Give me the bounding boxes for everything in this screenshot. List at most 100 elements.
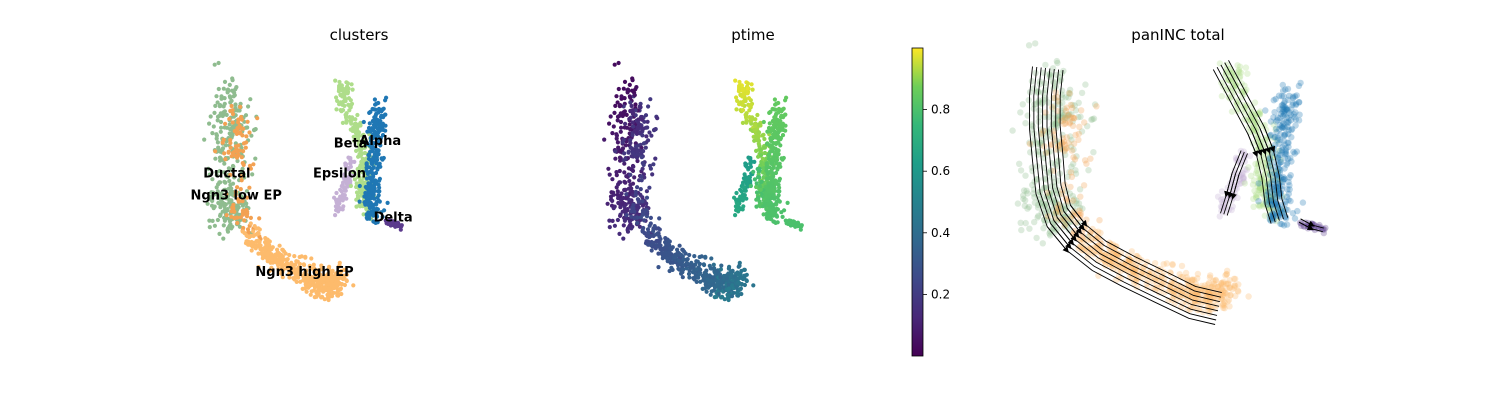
velocity-point xyxy=(1034,201,1042,209)
ptime-point xyxy=(614,136,619,141)
ptime-point xyxy=(648,97,653,102)
velocity-point xyxy=(1269,186,1277,193)
velocity-point xyxy=(1297,79,1304,87)
ptime-point xyxy=(748,183,754,189)
ptime-point xyxy=(757,199,762,204)
ptime-point xyxy=(783,112,788,117)
velocity-point xyxy=(1214,193,1222,200)
cluster-point xyxy=(319,263,324,268)
velocity-point xyxy=(1067,101,1075,109)
ptime-point xyxy=(740,87,745,92)
velocity-point xyxy=(1281,111,1288,118)
cluster-point xyxy=(342,193,347,198)
velocity-point xyxy=(1097,243,1104,250)
stream-arrow xyxy=(1056,217,1077,242)
velocity-point xyxy=(1078,128,1086,135)
velocity-point xyxy=(1101,251,1109,259)
velocity-point xyxy=(1133,278,1140,285)
velocity-point xyxy=(1194,307,1201,314)
ptime-point xyxy=(785,200,790,205)
cluster-point xyxy=(380,133,386,138)
cluster-point xyxy=(227,116,232,122)
velocity-point xyxy=(1046,73,1053,81)
ptime-point xyxy=(618,111,623,116)
velocity-point xyxy=(1046,208,1053,215)
cluster-point xyxy=(343,175,348,180)
ptime-point xyxy=(644,207,649,213)
ptime-point xyxy=(740,94,745,99)
cluster-point xyxy=(379,107,384,112)
ptime-point xyxy=(757,183,762,189)
velocity-point xyxy=(1236,69,1243,76)
velocity-point xyxy=(1283,145,1290,152)
cluster-point xyxy=(372,134,377,140)
ptime-point xyxy=(606,166,611,171)
cluster-point xyxy=(284,266,289,271)
velocity-point xyxy=(1256,111,1263,118)
velocity-point xyxy=(1241,103,1249,111)
velocity-point xyxy=(1270,191,1277,198)
velocity-point xyxy=(1282,149,1289,156)
ptime-point xyxy=(614,94,619,99)
cluster-point xyxy=(339,282,344,287)
ptime-point xyxy=(771,213,776,218)
velocity-point xyxy=(1280,174,1287,181)
cluster-point xyxy=(361,175,366,180)
velocity-point xyxy=(1053,208,1061,215)
velocity-point xyxy=(1284,119,1292,127)
velocity-point xyxy=(1110,249,1117,256)
stream-arrow xyxy=(1247,133,1259,158)
ptime-point xyxy=(753,123,758,128)
cluster-point xyxy=(238,192,243,197)
velocity-point xyxy=(1221,302,1228,309)
velocity-point xyxy=(1256,203,1263,210)
cluster-point xyxy=(222,170,227,175)
velocity-point xyxy=(1276,122,1284,129)
cluster-point xyxy=(314,294,319,299)
ptime-point xyxy=(632,216,637,221)
velocity-point xyxy=(1188,289,1196,297)
velocity-point xyxy=(1206,309,1213,317)
velocity-point xyxy=(1050,219,1058,226)
cluster-point xyxy=(224,174,229,179)
velocity-point xyxy=(1088,116,1095,123)
ptime-point xyxy=(702,271,707,276)
cluster-point xyxy=(360,156,365,161)
velocity-point xyxy=(1059,113,1066,120)
ptime-point xyxy=(627,82,632,87)
cluster-point xyxy=(369,145,374,150)
velocity-point xyxy=(1243,166,1251,174)
velocity-point xyxy=(1047,70,1054,77)
velocity-point xyxy=(1053,115,1060,122)
ptime-point xyxy=(638,104,643,109)
velocity-point xyxy=(1031,101,1038,108)
velocity-point xyxy=(1036,113,1043,121)
velocity-point xyxy=(1279,146,1286,154)
ptime-point xyxy=(741,196,746,201)
velocity-point xyxy=(1057,216,1064,224)
cluster-point xyxy=(304,289,309,294)
cluster-point xyxy=(333,213,338,218)
velocity-point xyxy=(1069,101,1076,109)
velocity-point xyxy=(1280,222,1288,229)
cluster-point xyxy=(340,94,345,99)
ptime-point xyxy=(629,214,634,219)
velocity-point xyxy=(1054,157,1062,164)
velocity-point xyxy=(1053,226,1061,233)
velocity-point xyxy=(1075,200,1083,207)
ptime-point xyxy=(618,158,623,163)
cluster-point xyxy=(292,254,297,259)
ptime-point xyxy=(641,141,647,146)
velocity-panel-title: panINC total xyxy=(1131,26,1224,44)
velocity-point xyxy=(1273,125,1280,132)
ptime-point xyxy=(730,269,735,274)
ptime-point xyxy=(718,275,723,280)
ptime-point xyxy=(756,122,761,127)
velocity-point xyxy=(1226,284,1234,291)
velocity-point xyxy=(1253,194,1260,201)
cluster-point xyxy=(220,146,226,151)
ptime-point xyxy=(761,212,766,217)
cluster-point xyxy=(372,219,377,224)
cluster-point xyxy=(221,86,226,91)
